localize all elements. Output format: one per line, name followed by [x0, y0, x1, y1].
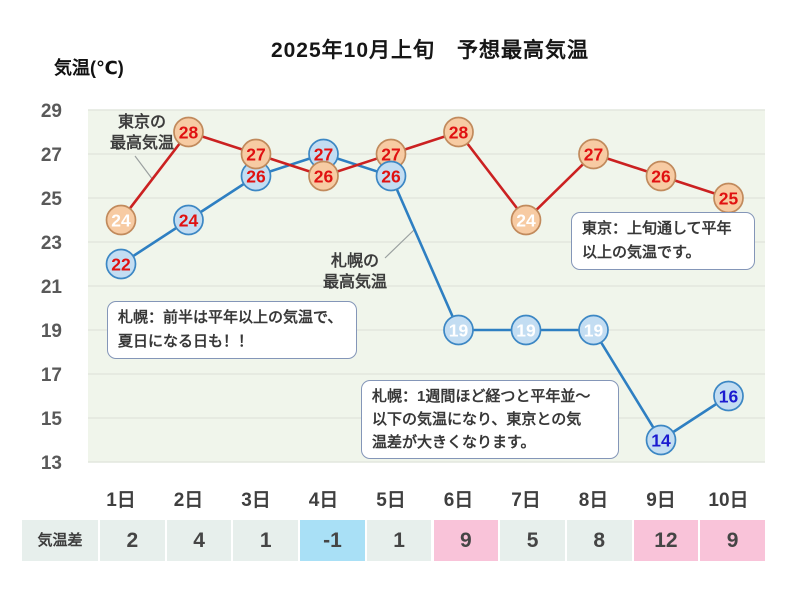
- marker-value-label: 16: [719, 387, 739, 407]
- marker-value-label: 26: [381, 167, 401, 187]
- sapporo-line: [120, 152, 730, 442]
- tokyo-marker: [105, 204, 137, 236]
- tokyo-marker: [308, 160, 339, 192]
- x-tick-label: 5日: [376, 490, 406, 511]
- tokyo-marker: [645, 160, 677, 192]
- temp-diff-cell: 9: [433, 520, 499, 561]
- x-tick-label: 4日: [309, 490, 339, 511]
- tokyo-label-connector: [134, 155, 154, 181]
- sapporo-marker: [375, 160, 407, 192]
- note-line: 札幌：1週間ほど経つと平年並〜: [372, 388, 591, 405]
- chart-title: 2025年10月上旬 予想最高気温: [270, 39, 590, 62]
- sapporo-series-label-line1: 札幌の: [330, 253, 379, 270]
- marker-value-label: 25: [719, 189, 739, 209]
- tokyo-series-label: 東京の 最高気温: [96, 112, 188, 154]
- marker-value-label: 22: [111, 255, 131, 275]
- temp-diff-cell: 4: [166, 520, 232, 561]
- temp-diff-cell: 1: [233, 520, 299, 561]
- x-tick-label: 10日: [708, 490, 748, 511]
- sapporo-label-connector: [384, 229, 415, 259]
- x-tick-label: 9日: [646, 490, 676, 511]
- marker-value-label: 19: [516, 321, 536, 341]
- x-tick-label: 2日: [174, 490, 204, 511]
- marker-value-label: 19: [449, 321, 469, 341]
- x-tick-label: 6日: [444, 490, 474, 511]
- sapporo-series-label-line2: 最高気温: [322, 274, 387, 291]
- marker-value-label: 27: [314, 145, 333, 165]
- temp-diff-cell: 8: [566, 520, 632, 561]
- temp-diff-row-label: 気温差: [22, 520, 98, 561]
- marker-value-label: 26: [314, 167, 334, 187]
- sapporo-marker: [713, 380, 744, 412]
- marker-value-label: 28: [179, 123, 199, 143]
- y-tick-label: 15: [41, 409, 63, 430]
- tokyo-series-label-line1: 東京の: [117, 114, 166, 131]
- y-tick-label: 13: [41, 453, 62, 474]
- marker-value-label: 19: [584, 321, 604, 341]
- tokyo-marker: [578, 138, 609, 170]
- marker-value-label: 26: [246, 167, 266, 187]
- x-tick-label: 7日: [511, 490, 541, 511]
- y-tick-label: 25: [41, 189, 63, 210]
- tokyo-note: 東京：上旬通して平年 以上の気温です。: [571, 212, 755, 270]
- x-tick-label: 3日: [241, 490, 271, 511]
- sapporo-first-half-note: 札幌：前半は平年以上の気温で、 夏日になる日も！！: [107, 301, 357, 359]
- temp-diff-cell: -1: [300, 520, 365, 561]
- y-tick-label: 27: [41, 145, 62, 166]
- x-tick-label: 1日: [106, 490, 136, 511]
- sapporo-marker: [443, 314, 474, 346]
- y-tick-label: 19: [41, 321, 62, 342]
- note-line: 以上の気温です。: [582, 244, 701, 261]
- marker-value-label: 24: [111, 211, 131, 231]
- sapporo-marker: [578, 314, 609, 346]
- tokyo-marker: [510, 204, 542, 236]
- sapporo-marker: [510, 314, 542, 346]
- y-tick-label: 17: [41, 365, 62, 386]
- temp-diff-cell: 5: [500, 520, 565, 561]
- temp-diff-cell: 2: [100, 520, 165, 561]
- sapporo-series-label: 札幌の 最高気温: [309, 251, 401, 293]
- sapporo-marker: [105, 248, 137, 280]
- sapporo-marker: [645, 424, 677, 456]
- marker-value-label: 27: [246, 145, 265, 165]
- temp-diff-row: 気温差 2 4 1 -1 1 9 5 8 12 9: [0, 520, 800, 561]
- note-line: 東京：上旬通して平年: [582, 220, 732, 237]
- marker-value-label: 14: [651, 431, 671, 451]
- marker-value-label: 27: [381, 145, 400, 165]
- tokyo-marker: [173, 116, 204, 148]
- temp-diff-cell: 9: [700, 520, 765, 561]
- temp-diff-cell: 12: [633, 520, 699, 561]
- sapporo-second-half-note: 札幌：1週間ほど経つと平年並〜 以下の気温になり、東京との気 温差が大きくなりま…: [361, 380, 619, 459]
- tokyo-marker: [240, 138, 272, 170]
- y-tick-label: 21: [41, 277, 63, 298]
- note-line: 夏日になる日も！！: [118, 333, 254, 350]
- marker-value-label: 26: [651, 167, 671, 187]
- marker-value-label: 24: [516, 211, 536, 231]
- tokyo-line: [119, 130, 729, 222]
- y-tick-label: 23: [41, 233, 62, 254]
- y-axis-title: 気温(℃): [54, 58, 124, 78]
- temp-diff-cell: 1: [366, 520, 432, 561]
- note-line: 温差が大きくなります。: [372, 434, 536, 451]
- y-tick-label: 29: [41, 101, 62, 122]
- note-line: 札幌：前半は平年以上の気温で、: [118, 309, 343, 326]
- marker-value-label: 28: [449, 123, 469, 143]
- x-tick-label: 8日: [579, 490, 609, 511]
- tokyo-marker: [443, 116, 474, 148]
- marker-value-label: 24: [179, 211, 199, 231]
- marker-value-label: 27: [584, 145, 603, 165]
- sapporo-marker: [173, 204, 204, 236]
- note-line: 以下の気温になり、東京との気: [372, 411, 582, 428]
- tokyo-series-label-line2: 最高気温: [109, 135, 174, 152]
